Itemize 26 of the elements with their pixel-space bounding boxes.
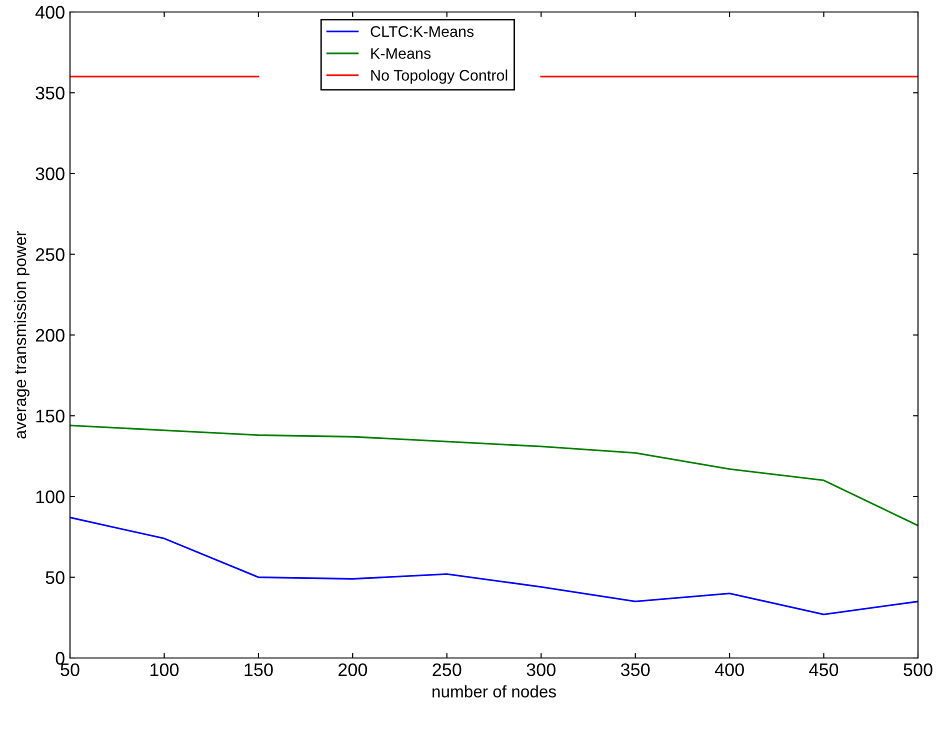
y-axis-title: average transmission power <box>14 231 30 438</box>
x-tick-label: 200 <box>338 663 368 676</box>
x-tick-label: 450 <box>809 663 838 676</box>
y-tick-label: 250 <box>36 248 64 261</box>
y-tick-label: 400 <box>35 6 64 19</box>
legend-label: CLTC:K-Means <box>370 26 474 37</box>
series-label: No Topology Control <box>371 70 508 84</box>
x-tick-label: 100 <box>150 663 179 676</box>
x-tick-label: 300 <box>526 663 556 676</box>
y-tick-label: 100 <box>36 490 64 504</box>
y-tick-label: 50 <box>46 571 64 584</box>
line-series <box>70 424 918 526</box>
y-tick-label: 300 <box>36 167 64 180</box>
y-tick-label: 350 <box>36 86 64 100</box>
y-tick-label: 200 <box>36 328 64 342</box>
x-tick-label: 250 <box>432 663 462 676</box>
line-series <box>70 516 918 616</box>
x-tick-label: 150 <box>244 663 273 676</box>
x-tick-label: 350 <box>620 663 650 676</box>
x-tick-label: 50 <box>60 663 80 676</box>
legend-label: K-Means <box>371 48 431 59</box>
x-tick-label: 500 <box>904 663 932 676</box>
x-tick-label: 400 <box>714 663 744 676</box>
y-tick-label: 150 <box>36 410 64 422</box>
y-tick-label: 0 <box>56 652 64 665</box>
x-axis-title: number of nodes <box>432 685 556 698</box>
